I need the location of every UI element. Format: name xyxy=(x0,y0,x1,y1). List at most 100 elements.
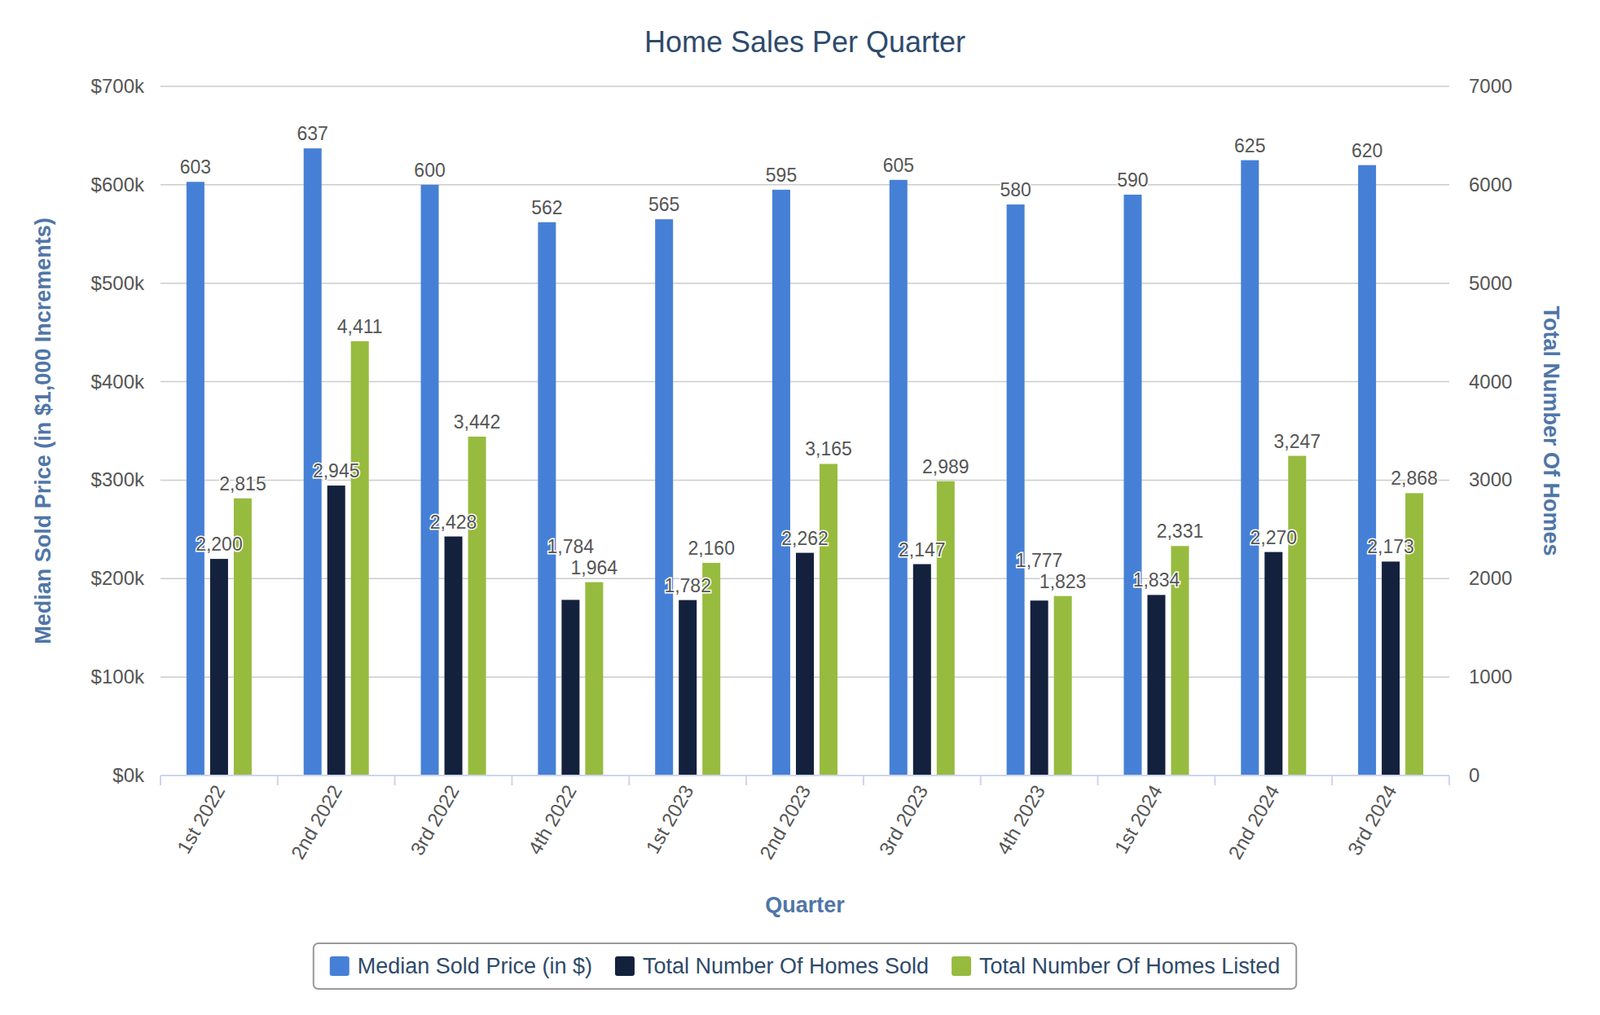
data-label: 603 xyxy=(180,156,211,178)
x-tick xyxy=(745,775,748,786)
x-tick-label: 4th 2023 xyxy=(992,781,1050,858)
y2-tick-label: 2000 xyxy=(1468,567,1513,590)
x-tick-label: 3rd 2024 xyxy=(1343,781,1402,860)
legend-swatch xyxy=(329,956,350,976)
data-label: 2,989 xyxy=(922,456,970,478)
bar xyxy=(1006,204,1025,776)
bar xyxy=(537,222,556,776)
bar xyxy=(889,180,908,776)
legend-swatch xyxy=(615,956,635,976)
data-label: 2,270 xyxy=(1249,527,1297,549)
x-tick xyxy=(1097,775,1099,786)
y2-tick-label: 7000 xyxy=(1468,74,1513,97)
data-label: 2,868 xyxy=(1390,467,1438,489)
x-tick xyxy=(276,775,279,786)
x-tick-label: 2nd 2024 xyxy=(1223,781,1284,863)
data-label: 2,428 xyxy=(430,511,478,533)
bar xyxy=(584,582,603,776)
x-tick-label: 2nd 2023 xyxy=(755,781,815,863)
legend-swatch xyxy=(951,956,972,976)
x-tick xyxy=(159,775,162,786)
data-label: 3,247 xyxy=(1273,430,1321,453)
y-tick-label: $100k xyxy=(91,665,146,688)
bar xyxy=(1405,492,1424,776)
data-label: 1,823 xyxy=(1039,571,1087,593)
data-label: 565 xyxy=(648,193,680,216)
legend-entry: Total Number Of Homes Listed xyxy=(979,953,1280,979)
y2-tick-label: 4000 xyxy=(1468,370,1513,393)
x-tick xyxy=(1448,775,1451,786)
x-tick xyxy=(980,775,982,786)
x-axis-title: Quarter xyxy=(764,892,845,918)
bars xyxy=(186,148,1424,776)
x-tick-label: 1st 2023 xyxy=(641,781,698,858)
x-tick xyxy=(628,775,630,786)
x-tick xyxy=(510,775,513,786)
x-tick xyxy=(394,775,396,786)
y-tick-label: $300k xyxy=(91,468,146,491)
data-label: 637 xyxy=(297,123,329,145)
data-labels: 6036376005625655956055805906256202,2002,… xyxy=(180,123,1438,596)
data-label: 605 xyxy=(883,154,915,176)
bar xyxy=(678,600,697,776)
bar xyxy=(1147,594,1165,776)
data-label: 2,815 xyxy=(219,473,267,495)
data-label: 2,200 xyxy=(195,533,243,555)
data-label: 590 xyxy=(1116,169,1148,191)
bar xyxy=(913,564,932,776)
data-label: 1,782 xyxy=(663,575,712,597)
bar xyxy=(1054,596,1073,776)
bar xyxy=(468,436,487,776)
data-label: 625 xyxy=(1234,135,1266,157)
legend-entry: Total Number Of Homes Sold xyxy=(642,953,929,979)
bar xyxy=(1240,160,1259,776)
data-label: 1,964 xyxy=(571,557,619,579)
grid-line xyxy=(160,85,1450,88)
data-label: 2,173 xyxy=(1367,536,1415,558)
y2-axis-title: Total Number Of Homes xyxy=(1538,305,1564,556)
x-tick xyxy=(1331,775,1333,786)
data-label: 2,262 xyxy=(781,527,829,550)
bar xyxy=(1264,552,1283,776)
data-label: 595 xyxy=(765,164,797,186)
x-tick-label: 4th 2022 xyxy=(523,781,581,858)
bar xyxy=(327,485,346,776)
x-tick-label: 1st 2022 xyxy=(172,781,229,858)
data-label: 2,147 xyxy=(898,539,946,561)
x-tick-label: 3rd 2022 xyxy=(405,781,464,860)
y-tick-label: $600k xyxy=(91,173,146,196)
legend-box xyxy=(313,943,1297,990)
y-axis-title: Median Sold Price (in $1,000 Increments) xyxy=(30,217,56,645)
data-label: 1,834 xyxy=(1133,569,1181,591)
bar xyxy=(561,599,580,776)
data-label: 1,777 xyxy=(1015,549,1064,572)
data-label: 3,442 xyxy=(453,411,502,433)
y2-tick-label: 5000 xyxy=(1468,272,1513,295)
y-tick-label: $200k xyxy=(91,567,146,590)
legend-entry: Median Sold Price (in $) xyxy=(357,953,593,979)
bar xyxy=(1287,456,1306,776)
data-label: 1,784 xyxy=(547,536,595,558)
legend: Median Sold Price (in $) Total Number Of … xyxy=(313,943,1297,990)
bar xyxy=(421,184,440,776)
y-tick-label: $700k xyxy=(91,74,146,97)
data-label: 2,331 xyxy=(1156,520,1205,542)
bar xyxy=(654,219,673,776)
bar xyxy=(1030,600,1049,776)
title: Home Sales Per Quarter xyxy=(644,25,966,59)
chart: Home Sales Per Quarter $0k $100k $200k $300k… xyxy=(0,0,1600,1015)
bar xyxy=(210,558,229,776)
y2-tick-label: 1000 xyxy=(1468,665,1513,688)
bar xyxy=(1358,165,1376,776)
x-axis-line xyxy=(160,774,1450,777)
data-label: 2,945 xyxy=(312,460,361,482)
data-label: 2,160 xyxy=(687,537,735,559)
x-tick xyxy=(862,775,865,786)
data-label: 3,165 xyxy=(804,438,853,460)
bar xyxy=(795,553,814,776)
y-tick-label: $0k xyxy=(112,764,146,787)
data-label: 4,411 xyxy=(337,316,383,338)
x-tick-label: 3rd 2023 xyxy=(874,781,932,860)
grid-line xyxy=(160,774,1450,777)
bar xyxy=(1381,561,1400,776)
